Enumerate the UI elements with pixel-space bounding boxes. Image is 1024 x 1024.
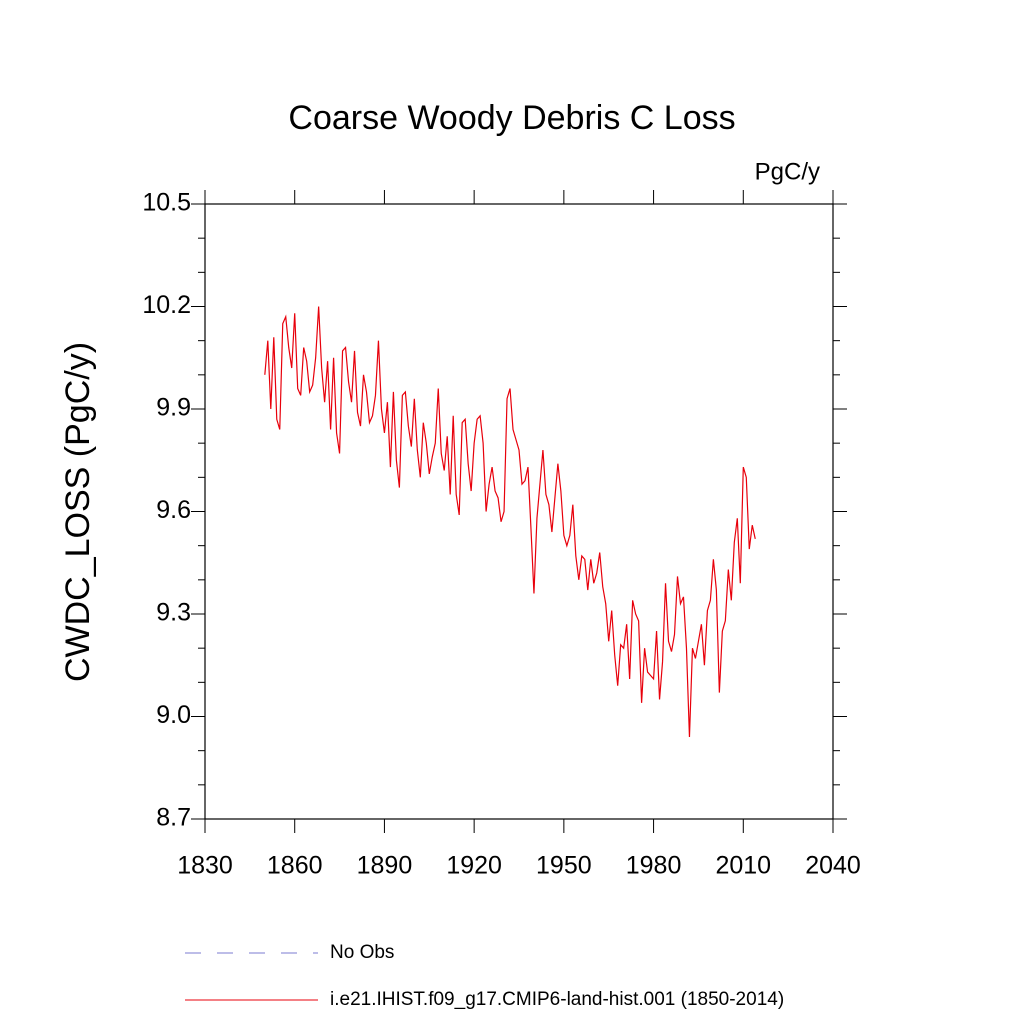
y-axis-label: CWDC_LOSS (PgC/y): [59, 342, 97, 682]
y-tick-label: 10.5: [142, 189, 191, 217]
x-tick-label: 1980: [626, 852, 682, 880]
chart-title: Coarse Woody Debris C Loss: [288, 99, 735, 137]
y-tick-label: 10.2: [142, 291, 191, 319]
y-tick-label: 9.0: [156, 701, 191, 729]
series-line: [264, 306, 756, 738]
units-label: PgC/y: [755, 158, 820, 185]
legend-label: No Obs: [330, 942, 394, 963]
x-tick-label: 1830: [177, 852, 233, 880]
x-tick-label: 1860: [267, 852, 323, 880]
y-tick-label: 9.6: [156, 496, 191, 524]
y-tick-label: 9.3: [156, 599, 191, 627]
y-tick-label: 9.9: [156, 394, 191, 422]
y-tick-label: 8.7: [156, 804, 191, 832]
legend-label: i.e21.IHIST.f09_g17.CMIP6-land-hist.001 …: [330, 989, 784, 1010]
plot-frame: [204, 203, 834, 820]
x-tick-label: 2040: [805, 852, 861, 880]
x-tick-label: 1950: [536, 852, 592, 880]
x-tick-label: 2010: [715, 852, 771, 880]
x-tick-label: 1890: [357, 852, 413, 880]
x-tick-label: 1920: [446, 852, 502, 880]
